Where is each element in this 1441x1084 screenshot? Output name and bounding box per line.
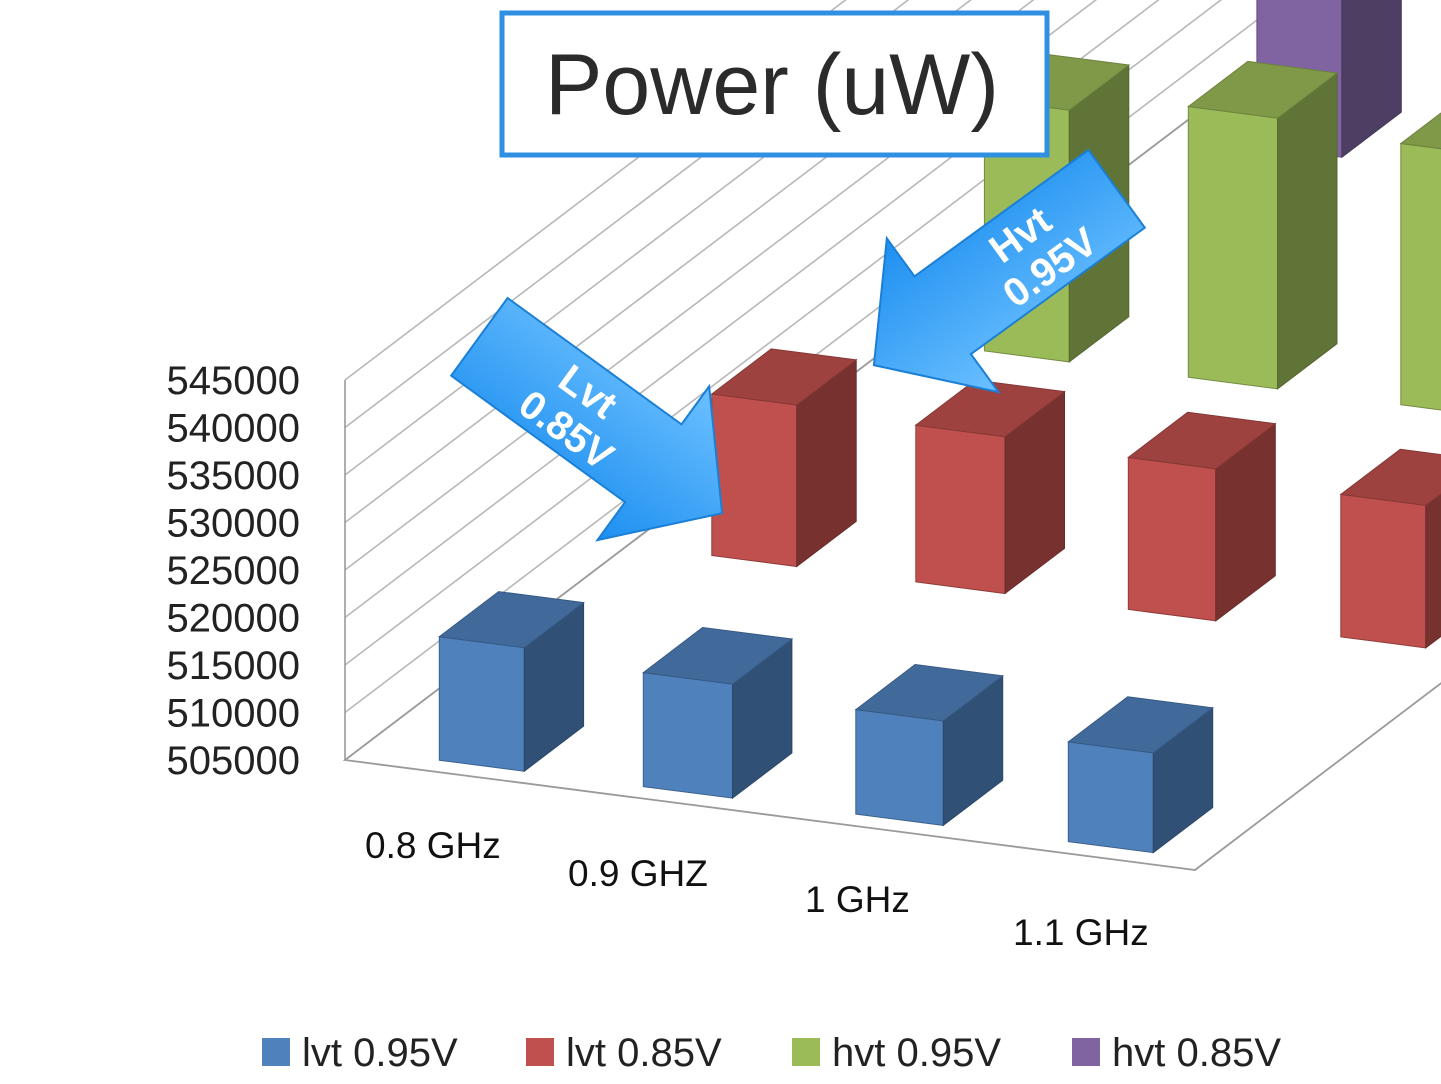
ytick-label-2: 515000	[167, 644, 300, 688]
xtick-label-1: 0.9 GHZ	[568, 853, 708, 894]
legend-swatch-0	[262, 1038, 290, 1066]
xtick-labels: 0.8 GHz 0.9 GHZ 1 GHz 1.1 GHz	[365, 825, 1149, 953]
ytick-label-3: 520000	[167, 597, 300, 641]
ytick-label-8: 545000	[167, 359, 300, 403]
chart-title-box: Power (uW)	[499, 10, 1050, 158]
ytick-label-4: 525000	[167, 549, 300, 593]
ytick-label-0: 505000	[167, 739, 300, 783]
gridline-3	[344, 0, 1160, 619]
gridline-5	[344, 0, 1035, 524]
xtick-label-3: 1.1 GHz	[1013, 912, 1149, 953]
gridline-7	[344, 0, 910, 429]
callout-hvt-arrow: Hvt 0.95V	[872, 148, 1147, 394]
ytick-label-7: 540000	[167, 407, 300, 451]
bar-0-0	[438, 591, 585, 773]
legend-swatch-2	[792, 1038, 820, 1066]
ytick-label-6: 535000	[167, 454, 300, 498]
gridline-6	[344, 0, 972, 476]
gridline-2	[344, 0, 1223, 666]
ytick-label-1: 510000	[167, 692, 300, 736]
ytick-label-5: 530000	[167, 502, 300, 546]
bar-0-2	[854, 663, 1004, 827]
bar-1-0	[710, 348, 858, 568]
bar-0-1	[642, 626, 794, 800]
legend-label-1: lvt 0.85V	[566, 1031, 722, 1075]
legend: lvt 0.95V lvt 0.85V hvt 0.95V hvt 0.85V	[262, 1031, 1281, 1075]
bar-2-2	[1399, 112, 1441, 411]
ytick-labels: 5050005100005150005200005250005300005350…	[167, 359, 300, 783]
legend-label-0: lvt 0.95V	[302, 1031, 458, 1075]
bar-1-1	[914, 379, 1066, 595]
bar-1-3	[1339, 448, 1441, 649]
legend-swatch-3	[1072, 1038, 1100, 1066]
xtick-label-0: 0.8 GHz	[365, 825, 501, 866]
legend-label-2: hvt 0.95V	[832, 1031, 1001, 1075]
chart-title: Power (uW)	[545, 37, 999, 133]
legend-label-3: hvt 0.85V	[1112, 1031, 1281, 1075]
gridline-4	[344, 0, 1098, 571]
xtick-label-2: 1 GHz	[805, 879, 910, 920]
bar-2-1	[1187, 60, 1339, 390]
bar-0-3	[1067, 696, 1214, 854]
bar-1-2	[1127, 411, 1277, 622]
legend-swatch-1	[526, 1038, 554, 1066]
